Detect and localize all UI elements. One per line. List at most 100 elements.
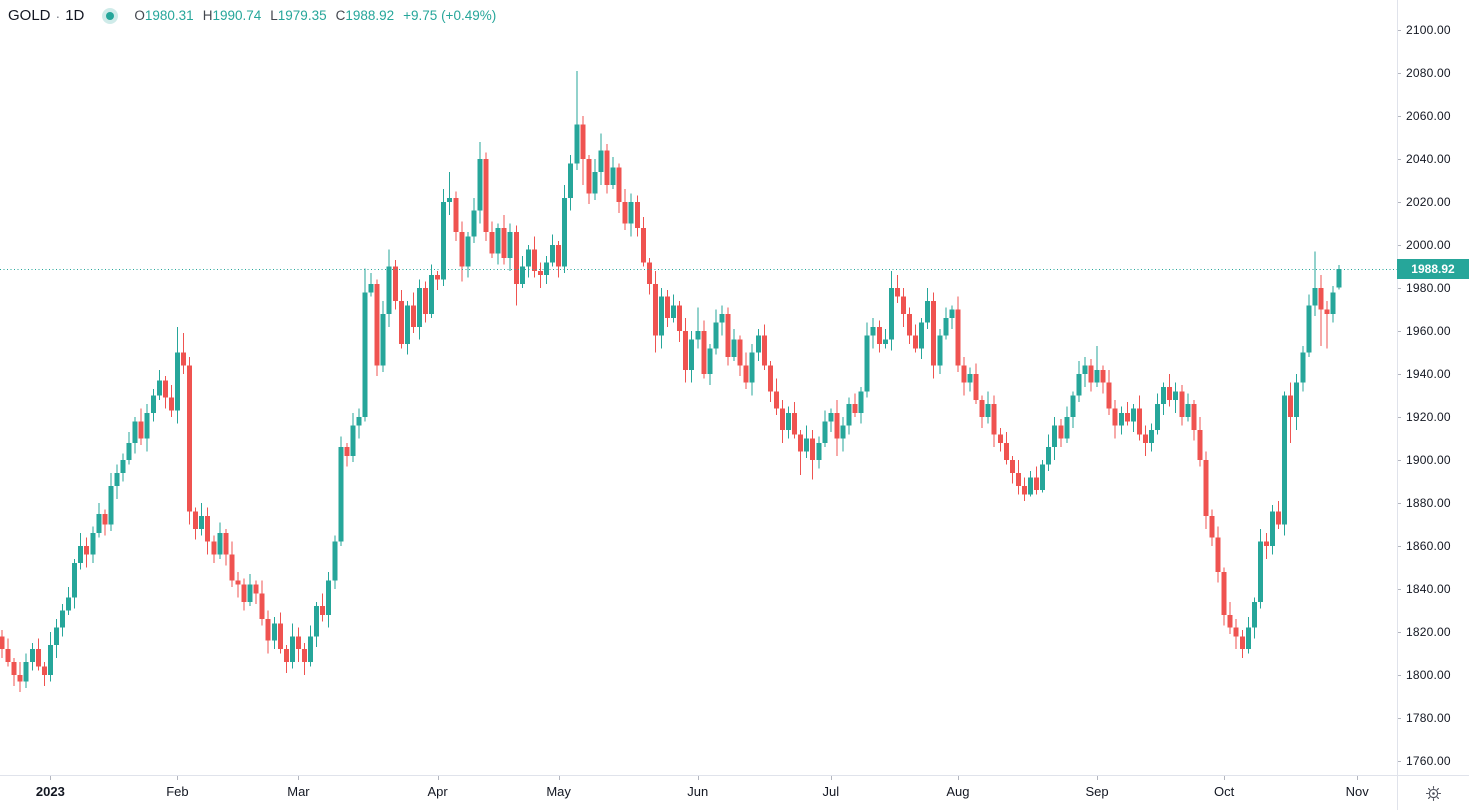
- price-tick-label: 2000.00: [1406, 238, 1451, 253]
- candle: [253, 580, 259, 605]
- candle: [1130, 404, 1136, 433]
- chart-canvas[interactable]: GOLD · 1D O 1980.31 H 1990.74 L 1979.35 C 19…: [0, 0, 1397, 775]
- candle: [459, 221, 465, 282]
- price-tick-label: 1820.00: [1406, 625, 1451, 640]
- candle: [858, 386, 864, 424]
- price-tick-label: 2080.00: [1406, 66, 1451, 81]
- candle: [568, 154, 574, 211]
- candle: [973, 363, 979, 405]
- candle: [416, 279, 422, 340]
- price-axis[interactable]: 2100.00 2080.00 2060.00 2040.00 2020.00 2000.…: [1397, 0, 1469, 775]
- candle: [531, 236, 537, 278]
- low-label: L: [270, 8, 278, 23]
- candle: [1282, 391, 1288, 536]
- candle: [471, 197, 477, 243]
- candle: [876, 320, 882, 353]
- time-axis[interactable]: 2023 Feb Mar Apr May Jun Jul Aug Sep Oct Nov: [0, 776, 1469, 810]
- candle: [604, 144, 610, 194]
- candle: [392, 260, 398, 310]
- candle: [84, 537, 90, 568]
- price-tick-mark: [1397, 631, 1401, 633]
- candle: [78, 533, 84, 570]
- candle: [447, 171, 453, 215]
- price-tick-mark: [1397, 459, 1401, 461]
- symbol-header: GOLD · 1D O 1980.31 H 1990.74 L 1979.35 C 19…: [8, 7, 496, 24]
- candle: [277, 612, 283, 654]
- candle: [556, 240, 562, 278]
- candle: [919, 318, 925, 360]
- candle: [199, 503, 205, 536]
- candle: [773, 378, 779, 415]
- candle: [1336, 264, 1342, 290]
- candle: [991, 395, 997, 448]
- time-tick-mark: [697, 776, 699, 780]
- candle: [362, 268, 368, 422]
- candle: [156, 369, 162, 400]
- candle: [120, 453, 126, 482]
- candle: [719, 305, 725, 336]
- price-tick-mark: [1397, 373, 1401, 375]
- price-tick: 1820.00: [1397, 625, 1451, 639]
- price-tick-mark: [1397, 287, 1401, 289]
- candle: [66, 586, 72, 615]
- candle: [223, 528, 229, 566]
- candle: [265, 610, 271, 654]
- time-tick-label: Aug: [946, 784, 970, 799]
- candle: [1312, 251, 1318, 317]
- time-tick-label: Feb: [166, 784, 189, 799]
- candle: [888, 270, 894, 351]
- candle: [810, 429, 816, 480]
- price-tick-label: 1920.00: [1406, 410, 1451, 425]
- candle: [665, 290, 670, 327]
- candle: [1318, 275, 1324, 347]
- candle: [677, 300, 683, 342]
- price-tick: 1780.00: [1397, 711, 1451, 725]
- candle: [1251, 597, 1257, 639]
- candle: [205, 507, 211, 555]
- time-tick-mark: [830, 776, 832, 780]
- candle: [1221, 567, 1227, 626]
- price-tick-mark: [1397, 502, 1401, 504]
- candle: [767, 361, 773, 403]
- candle: [181, 333, 186, 375]
- candle: [1021, 477, 1027, 501]
- candle: [320, 593, 326, 622]
- candle: [640, 217, 646, 267]
- candle: [1185, 393, 1191, 422]
- price-tick: 1960.00: [1397, 324, 1451, 338]
- candle: [1094, 346, 1100, 387]
- candle: [689, 331, 695, 383]
- price-tick-label: 2040.00: [1406, 152, 1451, 167]
- candle: [168, 384, 174, 418]
- time-tick-label: Jun: [687, 784, 709, 799]
- price-tick-mark: [1397, 115, 1401, 117]
- candle: [114, 464, 120, 499]
- candle: [1040, 460, 1046, 493]
- price-tick-label: 1880.00: [1406, 496, 1451, 511]
- candle: [1294, 374, 1300, 430]
- last-price-label: 1988.92: [1397, 258, 1469, 279]
- candle: [1209, 509, 1215, 547]
- candle: [537, 262, 543, 289]
- price-tick: 1980.00: [1397, 281, 1451, 295]
- price-tick-mark: [1397, 545, 1401, 547]
- candle: [1082, 356, 1088, 387]
- price-tick-label: 2100.00: [1406, 23, 1451, 38]
- time-tick-mark: [298, 776, 300, 780]
- candle: [211, 535, 217, 564]
- time-tick-mark: [1097, 776, 1099, 780]
- symbol-title[interactable]: GOLD: [8, 7, 51, 24]
- candle: [822, 410, 828, 448]
- candle: [1028, 470, 1033, 497]
- price-tick: 2000.00: [1397, 238, 1451, 252]
- interval-label[interactable]: 1D: [65, 7, 85, 24]
- candle: [1070, 391, 1076, 428]
- price-tick: 2020.00: [1397, 195, 1451, 209]
- price-tick: 1900.00: [1397, 453, 1451, 467]
- candle: [404, 300, 410, 355]
- candle: [562, 184, 568, 274]
- candle: [598, 133, 604, 185]
- axis-settings-button[interactable]: [1398, 776, 1469, 810]
- close-label: C: [335, 8, 346, 23]
- candle: [108, 472, 114, 531]
